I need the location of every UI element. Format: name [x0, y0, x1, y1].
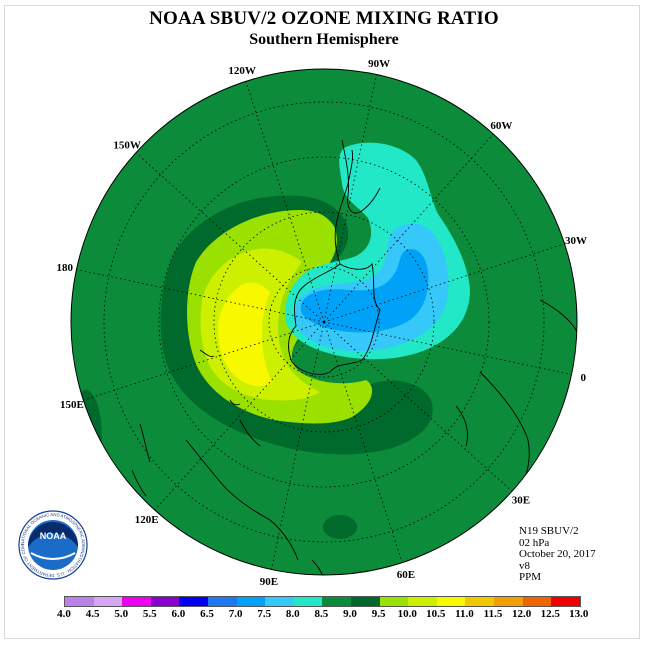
longitude-label: 30W: [565, 235, 587, 247]
legend-swatch: [93, 597, 123, 606]
legend-tick-label: 12.0: [511, 608, 532, 620]
page-frame: [4, 5, 640, 639]
info-block: N19 SBUV/2 02 hPa October 20, 2017 v8 PP…: [519, 525, 596, 584]
longitude-label: 120E: [135, 514, 159, 526]
legend-swatch: [65, 597, 94, 606]
latitude-circle: [213, 211, 435, 433]
legend-tick-label: 5.0: [114, 608, 129, 620]
map-disk-border: [70, 68, 578, 576]
graticule: [76, 74, 572, 570]
legend-tick-label: 4.5: [85, 608, 100, 620]
legend-swatch: [122, 597, 151, 606]
longitude-label: 60E: [397, 569, 415, 581]
meridian-line: [323, 74, 377, 323]
islands-coast: [199, 349, 325, 575]
logo-bird-shape: [28, 522, 78, 547]
meridian-line: [135, 152, 325, 323]
australia-coast: [185, 419, 299, 561]
legend-swatch: [179, 597, 208, 606]
legend-swatch: [522, 597, 552, 606]
legend-tick-label: 8.5: [314, 608, 329, 620]
longitude-label: 150W: [113, 140, 141, 152]
legend-tick-label: 5.5: [142, 608, 157, 620]
longitude-label: 120W: [228, 65, 256, 77]
longitude-label: 60W: [490, 120, 512, 132]
unit-label: PPM: [519, 571, 542, 583]
new-zealand-coast: [131, 423, 151, 497]
longitude-label: 0: [580, 372, 586, 384]
page-subtitle: Southern Hemisphere: [249, 31, 399, 48]
antarctic-peninsula-coast: [334, 149, 353, 265]
meridian-line: [83, 321, 325, 401]
ozone-contour-7-0: [300, 249, 429, 333]
legend-tick-label: 6.5: [200, 608, 214, 620]
legend-swatch: [379, 597, 409, 606]
meridian-line: [76, 269, 325, 323]
legend-tick-label: 11.5: [483, 608, 503, 620]
latitude-circle: [268, 266, 380, 378]
latitude-circle: [158, 156, 490, 488]
logo-text: NOAA: [40, 531, 67, 541]
legend-tick-label: 7.0: [228, 608, 243, 620]
legend-tick-label: 11.0: [455, 608, 474, 620]
ozone-contour-10-5: [218, 282, 272, 387]
meridian-line: [323, 133, 494, 323]
meridian-line: [323, 243, 565, 323]
legend-tick-label: 7.5: [257, 608, 272, 620]
legend-tick-label: 10.0: [397, 608, 417, 620]
legend-tick-label: 8.0: [285, 608, 300, 620]
date-label: October 20, 2017: [519, 548, 596, 560]
page-title: NOAA SBUV/2 OZONE MIXING RATIO: [149, 8, 499, 29]
meridian-line: [245, 81, 325, 323]
meridian-line: [323, 321, 513, 492]
meridian-line: [323, 321, 403, 563]
madagascar-coast: [455, 405, 468, 447]
south-america-coast: [341, 139, 381, 214]
legend-swatch: [236, 597, 266, 606]
longitude-label: 90W: [368, 58, 390, 70]
longitude-label: 180: [57, 262, 74, 274]
legend-swatch: [322, 597, 351, 606]
instrument-label: N19 SBUV/2: [519, 525, 579, 537]
legend-swatch: [207, 597, 237, 606]
longitude-label: 150E: [60, 399, 84, 411]
legend-tick-labels: 4.0 4.5 5.0 5.5 6.0 6.5 7.0 7.5 8.0 8.5 9.0 9.5 10.0…: [57, 607, 588, 621]
longitude-label: 30E: [512, 494, 530, 506]
noaa-logo: NOAA NATIONAL OCEANIC AND ATMOSPHERIC AD…: [18, 510, 88, 580]
legend-swatch: [551, 597, 580, 606]
legend-swatch: [150, 597, 180, 606]
legend-tick-label: 13.0: [569, 608, 589, 620]
legend-tick-label: 12.5: [540, 608, 560, 620]
legend-tick-label: 9.5: [371, 608, 386, 620]
logo-wave-line: [30, 552, 76, 560]
legend-swatch: [493, 597, 523, 606]
antarctica-coast: [288, 262, 381, 375]
legend-tick-label: 4.0: [57, 608, 71, 620]
legend-tick-label: 6.0: [171, 608, 186, 620]
legend-swatch: [465, 597, 494, 606]
pressure-label: 02 hPa: [519, 536, 550, 549]
meridian-line: [154, 321, 325, 511]
legend-swatch: [350, 597, 380, 606]
color-legend: 4.0 4.5 5.0 5.5 6.0 6.5 7.0 7.5 8.0 8.5 9.0 9.5 10.0…: [57, 596, 588, 621]
legend-tick-label: 9.0: [343, 608, 357, 620]
map-disk: [71, 69, 577, 575]
latitude-circle: [103, 101, 545, 543]
longitude-label: 90E: [260, 576, 278, 588]
meridian-line: [323, 321, 572, 375]
longitude-labels: 0 30E 60E 90E 120E 150E 180 150W 120W 90W 60W 30W: [57, 58, 587, 588]
legend-swatch: [293, 597, 323, 606]
meridian-line: [271, 321, 325, 570]
legend-tick-label: 10.5: [426, 608, 446, 620]
ozone-patch-south: [323, 515, 357, 539]
legend-swatch: [408, 597, 437, 606]
legend-swatch: [436, 597, 466, 606]
version-label: v8: [519, 559, 530, 572]
legend-color-bar: [64, 596, 581, 607]
legend-swatch: [265, 597, 294, 606]
